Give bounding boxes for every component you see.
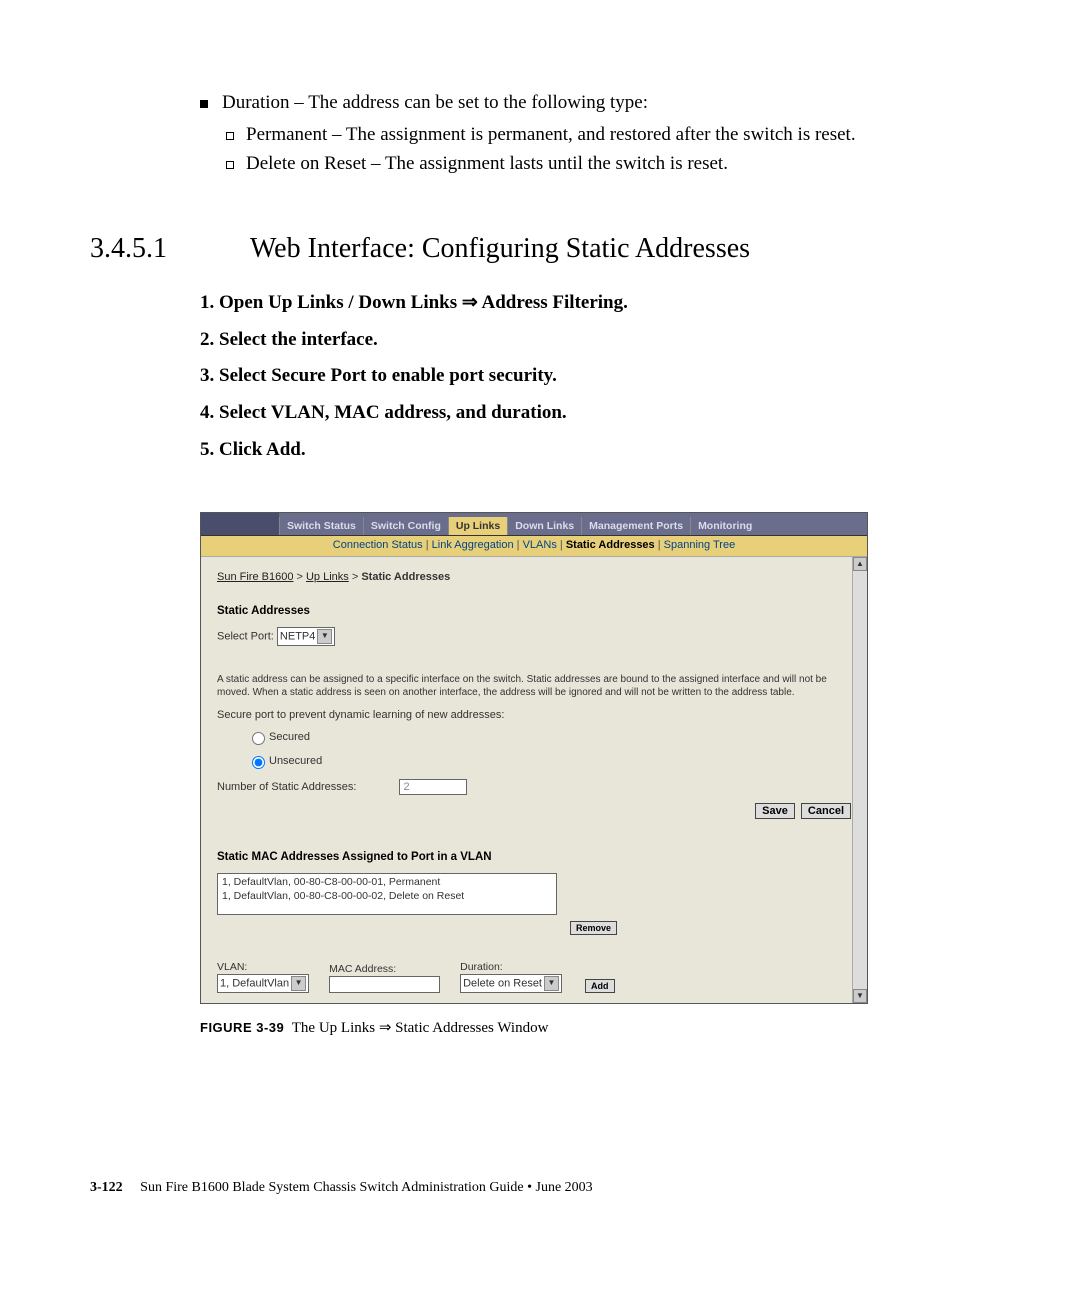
radio-label: Secured bbox=[269, 731, 310, 743]
num-addresses-label: Number of Static Addresses: bbox=[217, 781, 356, 793]
steps-list: 1. Open Up Links / Down Links ⇒ Address … bbox=[200, 291, 990, 462]
breadcrumb-link[interactable]: Sun Fire B1600 bbox=[217, 571, 293, 583]
scroll-up-icon[interactable]: ▲ bbox=[853, 557, 867, 571]
bullet-marker bbox=[200, 90, 222, 116]
mac-heading: Static MAC Addresses Assigned to Port in… bbox=[217, 851, 851, 863]
duration-label: Duration: bbox=[460, 961, 562, 973]
tab-up-links[interactable]: Up Links bbox=[448, 517, 507, 535]
step-item: 3. Select Secure Port to enable port sec… bbox=[200, 364, 990, 389]
section-title: Web Interface: Configuring Static Addres… bbox=[250, 233, 750, 265]
figure-label: FIGURE 3-39 bbox=[200, 1020, 284, 1035]
subtab-static-addresses[interactable]: Static Addresses bbox=[566, 539, 655, 551]
mac-list-box[interactable]: 1, DefaultVlan, 00-80-C8-00-00-01, Perma… bbox=[217, 873, 557, 915]
list-item[interactable]: 1, DefaultVlan, 00-80-C8-00-00-01, Perma… bbox=[222, 876, 552, 890]
radio-input[interactable] bbox=[252, 732, 265, 745]
logo bbox=[201, 513, 279, 535]
subtab-connection-status[interactable]: Connection Status bbox=[333, 539, 423, 551]
description-text: A static address can be assigned to a sp… bbox=[217, 674, 851, 699]
breadcrumb-current: Static Addresses bbox=[361, 571, 450, 583]
bullet-marker bbox=[226, 122, 246, 148]
num-addresses-input[interactable]: 2 bbox=[399, 779, 467, 795]
page-footer: 3-122 Sun Fire B1600 Blade System Chassi… bbox=[90, 1180, 593, 1196]
figure-caption-text: The Up Links ⇒ Static Addresses Window bbox=[292, 1020, 549, 1036]
vlan-dropdown[interactable]: 1, DefaultVlan▼ bbox=[217, 974, 309, 993]
tab-down-links[interactable]: Down Links bbox=[507, 517, 581, 535]
chevron-down-icon[interactable]: ▼ bbox=[291, 976, 306, 991]
chevron-down-icon[interactable]: ▼ bbox=[317, 629, 332, 644]
radio-label: Unsecured bbox=[269, 755, 322, 767]
tab-management-ports[interactable]: Management Ports bbox=[581, 517, 690, 535]
mac-address-input[interactable] bbox=[329, 976, 440, 993]
cancel-button[interactable]: Cancel bbox=[801, 803, 851, 819]
tab-switch-status[interactable]: Switch Status bbox=[279, 517, 363, 535]
subtab-link-aggregation[interactable]: Link Aggregation bbox=[432, 539, 514, 551]
step-item: 5. Click Add. bbox=[200, 438, 990, 463]
add-button[interactable]: Add bbox=[585, 979, 615, 993]
bullet-text: Delete on Reset – The assignment lasts u… bbox=[246, 151, 728, 177]
scroll-down-icon[interactable]: ▼ bbox=[853, 989, 867, 1003]
save-button[interactable]: Save bbox=[755, 803, 795, 819]
subtab-vlans[interactable]: VLANs bbox=[523, 539, 557, 551]
bullet-text: Duration – The address can be set to the… bbox=[222, 90, 648, 116]
breadcrumb-link[interactable]: Up Links bbox=[306, 571, 349, 583]
vlan-value: 1, DefaultVlan bbox=[220, 978, 289, 990]
page-number: 3-122 bbox=[90, 1180, 123, 1195]
tab-switch-config[interactable]: Switch Config bbox=[363, 517, 448, 535]
chevron-down-icon[interactable]: ▼ bbox=[544, 976, 559, 991]
section-number: 3.4.5.1 bbox=[90, 233, 250, 265]
radio-unsecured[interactable]: Unsecured bbox=[247, 753, 851, 769]
radio-secured[interactable]: Secured bbox=[247, 729, 851, 745]
top-tab-bar: Switch Status Switch Config Up Links Dow… bbox=[201, 513, 867, 536]
breadcrumb: Sun Fire B1600 > Up Links > Static Addre… bbox=[217, 571, 851, 583]
step-item: 4. Select VLAN, MAC address, and duratio… bbox=[200, 401, 990, 426]
panel-heading: Static Addresses bbox=[217, 605, 851, 617]
sub-tab-bar: Connection Status | Link Aggregation | V… bbox=[201, 536, 867, 557]
bullet-text: Permanent – The assignment is permanent,… bbox=[246, 122, 856, 148]
tab-monitoring[interactable]: Monitoring bbox=[690, 517, 759, 535]
embedded-screenshot: Switch Status Switch Config Up Links Dow… bbox=[200, 512, 868, 1004]
remove-button[interactable]: Remove bbox=[570, 921, 617, 935]
list-item[interactable]: 1, DefaultVlan, 00-80-C8-00-00-02, Delet… bbox=[222, 890, 552, 904]
select-port-value: NETP4 bbox=[280, 631, 315, 643]
step-item: 1. Open Up Links / Down Links ⇒ Address … bbox=[200, 291, 990, 316]
radio-input[interactable] bbox=[252, 756, 265, 769]
vlan-label: VLAN: bbox=[217, 961, 309, 973]
scrollbar[interactable]: ▲ ▼ bbox=[852, 557, 867, 1003]
mac-address-label: MAC Address: bbox=[329, 963, 440, 975]
secure-port-label: Secure port to prevent dynamic learning … bbox=[217, 709, 851, 721]
bullet-marker bbox=[226, 151, 246, 177]
select-port-dropdown[interactable]: NETP4▼ bbox=[277, 627, 335, 646]
select-port-label: Select Port: bbox=[217, 631, 274, 643]
duration-dropdown[interactable]: Delete on Reset▼ bbox=[460, 974, 562, 993]
subtab-spanning-tree[interactable]: Spanning Tree bbox=[664, 539, 736, 551]
section-heading: 3.4.5.1 Web Interface: Configuring Stati… bbox=[90, 233, 990, 265]
bullet-list: Duration – The address can be set to the… bbox=[200, 90, 990, 177]
step-item: 2. Select the interface. bbox=[200, 328, 990, 353]
footer-text: Sun Fire B1600 Blade System Chassis Swit… bbox=[140, 1180, 593, 1195]
duration-value: Delete on Reset bbox=[463, 978, 542, 990]
